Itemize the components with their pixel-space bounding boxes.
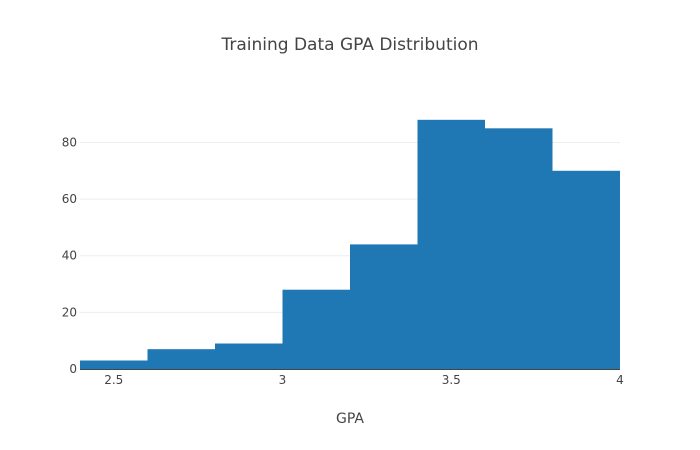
y-tick-label: 0 [69, 362, 77, 376]
bars [80, 119, 620, 370]
y-tick-labels: 0 20 40 60 80 [62, 135, 77, 376]
x-tick-labels: 2.5 3 3.5 4 [104, 373, 624, 387]
histogram-bar [147, 349, 215, 369]
y-tick-label: 20 [62, 305, 77, 319]
histogram-bar [80, 360, 148, 369]
y-tick-label: 80 [62, 135, 77, 149]
histogram-bar [350, 244, 418, 369]
histogram-bar [485, 128, 553, 369]
histogram-bar [552, 170, 620, 369]
x-tick-label: 3.5 [442, 373, 461, 387]
x-tick-label: 3 [279, 373, 287, 387]
histogram-bar [215, 343, 283, 369]
x-tick-label: 4 [616, 373, 624, 387]
y-tick-label: 60 [62, 192, 77, 206]
y-tick-label: 40 [62, 249, 77, 263]
histogram-bar [282, 289, 350, 369]
x-tick-label: 2.5 [104, 373, 123, 387]
x-axis-title: GPA [336, 411, 364, 427]
histogram-bar [417, 119, 485, 370]
chart-title: Training Data GPA Distribution [220, 35, 478, 55]
